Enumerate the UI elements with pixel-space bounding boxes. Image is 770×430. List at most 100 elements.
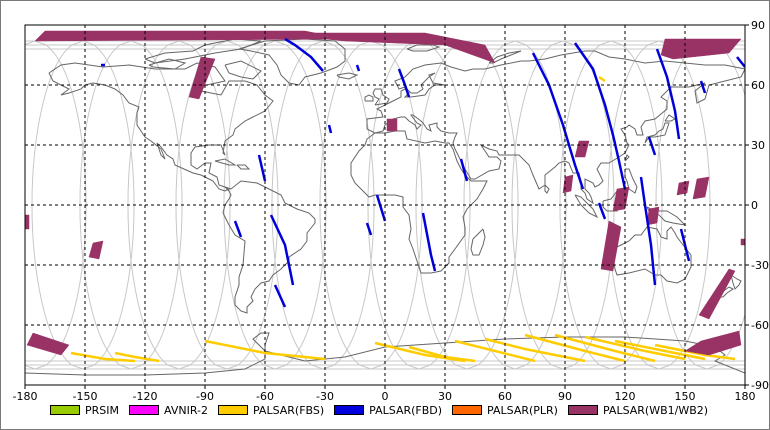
swath-palsar-fbd: [573, 42, 627, 190]
legend-label: PALSAR(PLR): [487, 403, 558, 417]
swath-palsar-wb: [692, 176, 710, 200]
legend-swatch: [217, 405, 248, 415]
x-tick-label: -120: [133, 390, 158, 403]
x-tick-label: 30: [438, 390, 452, 403]
y-tick-label: 30: [751, 139, 765, 152]
x-tick-label: -150: [73, 390, 98, 403]
y-tick-label: -60: [751, 319, 769, 332]
coastline-africa: [350, 130, 488, 274]
coastline-taiwan: [624, 154, 630, 162]
coastline-japan: [644, 122, 670, 144]
coastline-iceland: [336, 72, 359, 80]
legend-swatch: [567, 405, 598, 415]
swath-palsar-wb: [386, 118, 398, 132]
legend-item: PALSAR(FBS): [217, 404, 324, 417]
x-tick-label: -90: [196, 390, 214, 403]
coastline-australia: [612, 226, 692, 284]
grid-layer: [25, 25, 745, 385]
coastline-novaya-zemlya: [488, 50, 522, 64]
swath-palsar-fbs: [584, 335, 686, 361]
coastline-victoria-i: [148, 58, 187, 70]
y-tick-label: 60: [751, 79, 765, 92]
coastline-hispaniola: [236, 164, 251, 170]
swath-palsar-fbs: [614, 339, 706, 361]
swath-palsar-wb: [26, 332, 70, 356]
legend-swatch: [334, 405, 365, 415]
swath-palsar-fbd: [459, 158, 469, 182]
swath-palsar-wb: [676, 180, 690, 196]
swath-palsar-fbs: [554, 333, 656, 363]
plot-frame: [24, 24, 746, 386]
coastline-baffin: [224, 60, 262, 80]
x-tick-label: 0: [382, 390, 389, 403]
swath-layer: [25, 30, 745, 363]
swath-palsar-wb: [88, 240, 104, 260]
swath-palsar-fbd: [679, 228, 691, 262]
coastline-north-america: [48, 62, 274, 192]
swath-palsar-fbd: [736, 56, 745, 68]
swath-palsar-fbd: [639, 176, 657, 286]
swath-palsar-wb: [698, 268, 736, 320]
coastline-cuba: [214, 158, 237, 166]
x-tick-label: -30: [316, 390, 334, 403]
x-tick-label: -60: [256, 390, 274, 403]
swath-palsar-fbs: [454, 339, 536, 363]
coastline-south-america: [222, 180, 316, 314]
legend-item: PALSAR(FBD): [334, 404, 442, 417]
swath-palsar-wb: [188, 56, 216, 100]
swath-palsar-wb: [264, 32, 496, 64]
swath-palsar-fbd: [655, 48, 681, 140]
coastline-philippines: [624, 168, 638, 194]
legend: PRSIM AVNIR-2 PALSAR(FBS) PALSAR(FBD) PALSAR…: [50, 402, 708, 418]
legend-label: PRSIM: [85, 403, 119, 417]
swath-palsar-fbs: [204, 339, 326, 361]
x-tick-label: 150: [675, 390, 696, 403]
x-tick-label: 90: [558, 390, 572, 403]
swath-palsar-wb: [740, 238, 745, 246]
swath-palsar-fbd: [233, 220, 243, 238]
swath-palsar-fbd: [421, 212, 437, 272]
legend-swatch: [129, 405, 159, 415]
swath-palsar-wb: [660, 38, 742, 60]
coastline-new-zealand-n: [730, 274, 742, 290]
coastline-britain: [372, 88, 390, 106]
x-tick-label: -180: [13, 390, 38, 403]
coastline-madagascar: [470, 228, 486, 256]
legend-item: PALSAR(PLR): [452, 404, 558, 417]
x-tick-label: 60: [498, 390, 512, 403]
y-tick-label: -90: [751, 379, 769, 392]
legend-item: PALSAR(WB1/WB2): [567, 403, 709, 417]
coastline-sri-lanka: [544, 184, 550, 194]
legend-item: AVNIR-2: [129, 404, 208, 417]
swath-palsar-fbd: [327, 124, 333, 134]
legend-swatch: [50, 405, 80, 415]
swath-palsar-fbs: [598, 75, 606, 83]
y-tick-label: 0: [751, 199, 758, 212]
swath-palsar-fbd: [269, 214, 295, 286]
coastline-svalbard: [406, 44, 441, 52]
swath-palsar-wb: [684, 330, 742, 356]
coastline-sumatra: [574, 194, 599, 219]
swath-palsar-fbd: [647, 136, 657, 156]
y-tick-label: 90: [751, 19, 765, 32]
swath-palsar-fbd: [531, 52, 585, 190]
x-tick-label: 180: [735, 390, 756, 403]
swath-palsar-fbd: [284, 37, 324, 72]
swath-palsar-fbd: [699, 80, 707, 94]
legend-label: PALSAR(WB1/WB2): [602, 403, 709, 417]
swath-palsar-fbs: [524, 333, 626, 363]
swath-palsar-fbd: [355, 64, 361, 72]
legend-item: PRSIM: [50, 404, 119, 417]
swath-palsar-wb: [600, 220, 622, 272]
swath-palsar-fbd: [257, 154, 267, 182]
y-tick-label: -30: [751, 259, 769, 272]
coastline-antarctica: [25, 332, 745, 376]
swath-palsar-wb: [25, 214, 30, 230]
swath-palsar-fbd: [365, 222, 373, 236]
legend-label: PALSAR(FBD): [369, 403, 443, 417]
coastline-greenland: [238, 38, 346, 86]
swath-palsar-fbd: [597, 202, 607, 220]
legend-label: AVNIR-2: [164, 403, 208, 417]
